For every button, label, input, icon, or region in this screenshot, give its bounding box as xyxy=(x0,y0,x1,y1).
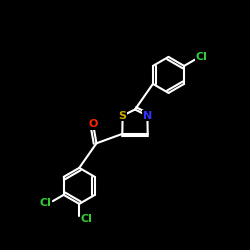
Text: S: S xyxy=(118,111,126,121)
Text: N: N xyxy=(143,111,152,121)
Text: Cl: Cl xyxy=(195,52,207,62)
Text: Cl: Cl xyxy=(80,214,92,224)
Text: Cl: Cl xyxy=(40,198,52,208)
Text: O: O xyxy=(89,119,98,129)
